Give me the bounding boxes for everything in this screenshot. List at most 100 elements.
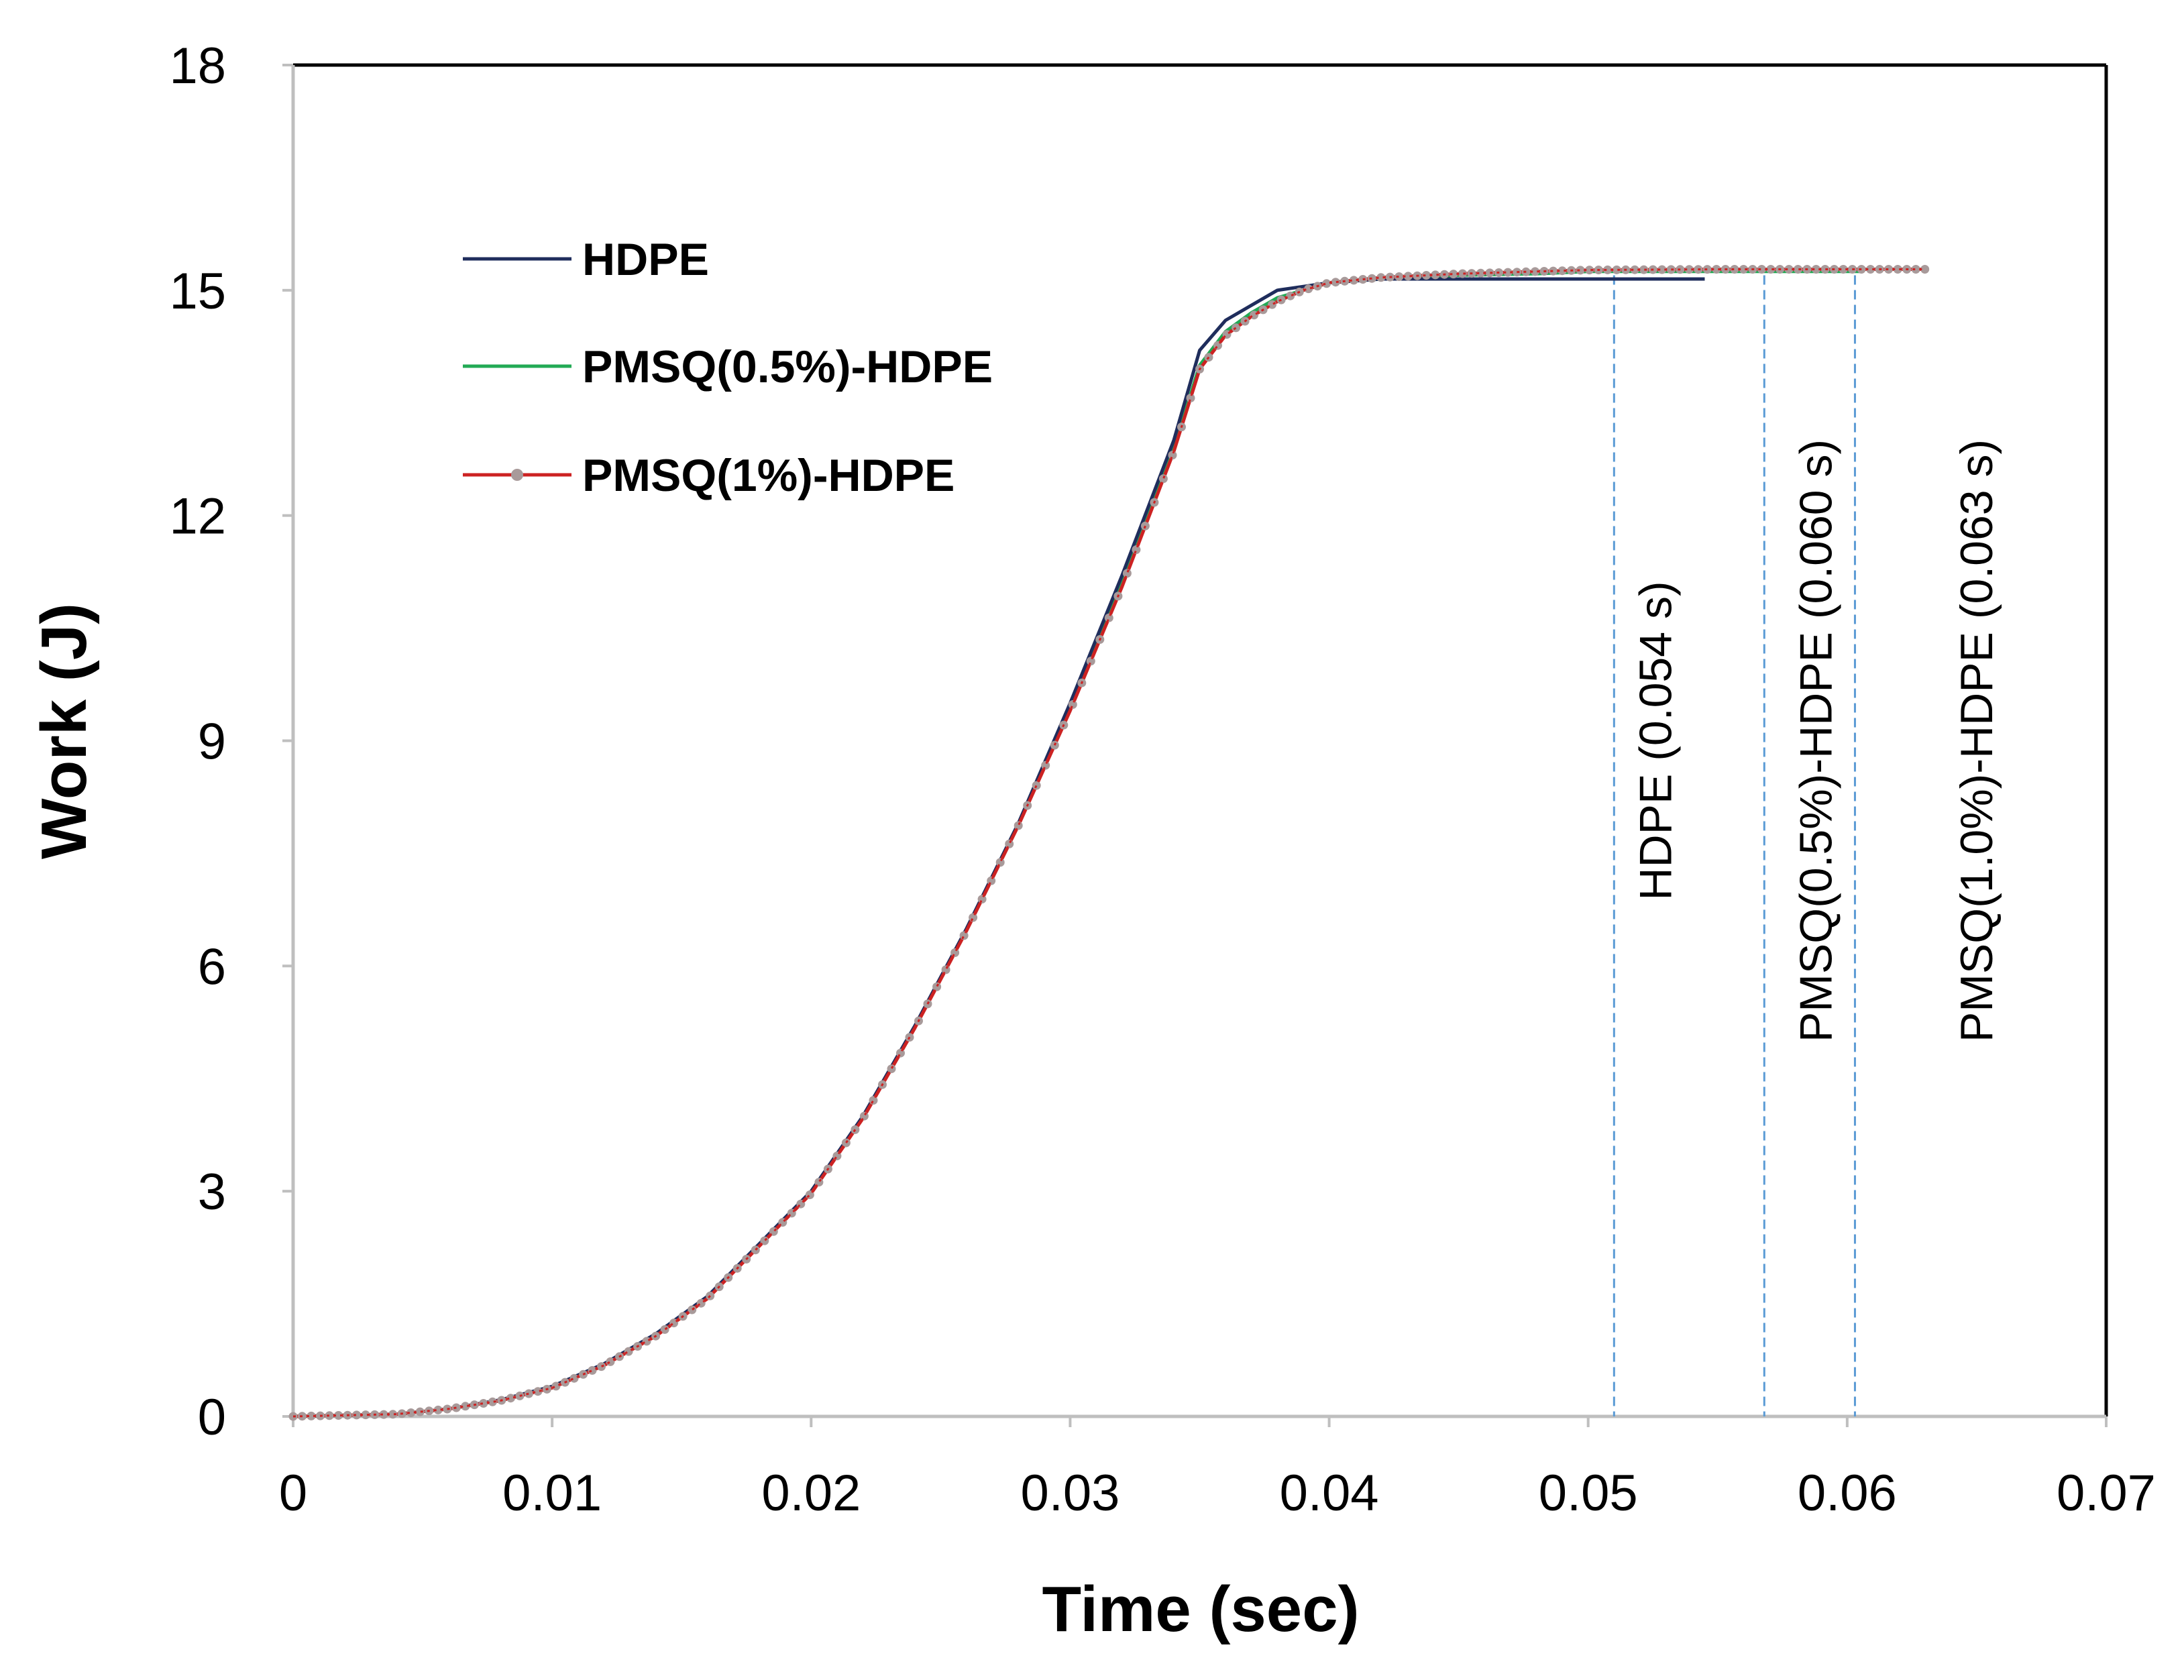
- series-pmsq1-marker: [1684, 265, 1694, 274]
- series-pmsq1-marker: [896, 1048, 905, 1058]
- series-pmsq1-marker: [1068, 700, 1077, 709]
- x-tick-label: 0.02: [761, 1465, 861, 1522]
- series-layer: [288, 265, 1930, 1421]
- y-tick-label: 6: [198, 938, 226, 995]
- series-pmsq1-marker: [1485, 268, 1494, 278]
- series-pmsq1-marker: [950, 948, 960, 957]
- series-pmsq1-marker: [1232, 323, 1241, 333]
- series-pmsq1-marker: [1657, 265, 1667, 274]
- series-pmsq1-marker: [1431, 270, 1440, 280]
- series-pmsq1-marker: [533, 1387, 543, 1396]
- legend-item-pmsq05: PMSQ(0.5%)-HDPE: [463, 341, 993, 392]
- series-pmsq1-marker: [1104, 613, 1113, 622]
- y-tick-label: 9: [198, 714, 226, 771]
- series-pmsq1-marker: [551, 1382, 561, 1391]
- series-pmsq1-marker: [1702, 265, 1712, 274]
- x-axis-title: Time (sec): [1042, 1573, 1359, 1645]
- series-pmsq1-marker: [307, 1411, 316, 1420]
- series-pmsq1-marker: [1032, 781, 1041, 790]
- series-pmsq1-marker: [1186, 394, 1195, 402]
- series-pmsq1-marker: [977, 895, 987, 904]
- y-tick-label: 15: [169, 263, 226, 320]
- series-pmsq1-marker: [588, 1365, 597, 1375]
- series-pmsq1-marker: [488, 1397, 497, 1406]
- series-pmsq1-marker: [1866, 265, 1875, 274]
- series-pmsq1-marker: [506, 1394, 515, 1403]
- series-pmsq1-marker: [1766, 265, 1776, 274]
- y-tick-label: 18: [169, 38, 226, 95]
- series-pmsq1-marker: [415, 1407, 425, 1416]
- series-pmsq1-marker: [959, 931, 969, 940]
- series-pmsq1-marker: [624, 1347, 633, 1356]
- series-pmsq1-marker: [1839, 265, 1848, 274]
- series-pmsq1-marker: [1476, 268, 1485, 278]
- annotations: HDPE (0.054 s) PMSQ(0.5%)-HDPE (0.060 s) P…: [1613, 275, 2002, 1416]
- series-pmsq1-marker: [1739, 265, 1748, 274]
- series-pmsq1-marker: [1349, 276, 1358, 285]
- series-pmsq1-marker: [1549, 266, 1558, 276]
- series-pmsq1-marker: [379, 1410, 388, 1419]
- series-pmsq1-marker: [841, 1138, 851, 1147]
- legend-label-pmsq1: PMSQ(1%)-HDPE: [582, 450, 954, 501]
- series-pmsq1-overlay: [292, 268, 1925, 1418]
- y-tick-label: 12: [169, 488, 226, 545]
- series-pmsq1-marker: [969, 913, 978, 922]
- series-pmsq1-marker: [751, 1245, 760, 1255]
- series-pmsq1-marker: [1812, 265, 1820, 274]
- series-pmsq1-marker: [1612, 265, 1621, 274]
- series-pmsq1-marker: [406, 1408, 416, 1417]
- x-tick-label: 0.01: [502, 1465, 602, 1522]
- series-pmsq1-marker: [1250, 311, 1259, 320]
- series-pmsq1-marker: [1639, 265, 1649, 274]
- series-pmsq1-marker: [1168, 451, 1177, 460]
- y-axis-ticks: 0 3 6 9 12 15 18: [169, 38, 293, 1446]
- series-pmsq1-marker: [1331, 278, 1340, 287]
- series-pmsq1-marker: [597, 1362, 606, 1371]
- y-tick-label: 3: [198, 1164, 226, 1221]
- series-pmsq1-marker: [352, 1410, 362, 1420]
- series-pmsq1-marker: [1893, 265, 1902, 274]
- series-pmsq1-marker: [1884, 265, 1894, 274]
- series-pmsq1-marker: [1757, 265, 1766, 274]
- annotation-label: HDPE (0.054 s): [1630, 581, 1681, 900]
- series-pmsq1-marker: [932, 982, 942, 991]
- series-pmsq1-marker: [1531, 267, 1540, 276]
- series-pmsq1-marker: [1132, 545, 1141, 555]
- series-pmsq1-marker: [1585, 266, 1594, 275]
- series-pmsq1-marker: [1395, 272, 1404, 281]
- series-pmsq1-marker: [642, 1337, 651, 1346]
- x-tick-label: 0: [279, 1465, 307, 1522]
- x-tick-label: 0.07: [2057, 1465, 2156, 1522]
- series-pmsq1-marker: [1086, 657, 1095, 666]
- series-pmsq1-marker: [1911, 265, 1920, 274]
- series-pmsq1-marker: [433, 1405, 443, 1414]
- series-pmsq1-marker: [1712, 265, 1721, 274]
- series-pmsq1-marker: [1603, 265, 1613, 274]
- series-pmsq1-marker: [987, 876, 996, 885]
- series-pmsq1-marker: [1794, 265, 1802, 274]
- series-pmsq1-marker: [1449, 270, 1458, 279]
- series-pmsq1-marker: [361, 1410, 370, 1420]
- series-pmsq1-marker: [1376, 273, 1386, 282]
- x-tick-label: 0.06: [1798, 1465, 1897, 1522]
- series-pmsq1-marker: [334, 1411, 343, 1420]
- series-pmsq1-marker: [1286, 291, 1295, 300]
- y-axis-title: Work (J): [28, 603, 100, 859]
- series-pmsq1-marker: [1322, 279, 1331, 288]
- series-pmsq1-marker: [606, 1357, 615, 1366]
- x-tick-label: 0.04: [1280, 1465, 1379, 1522]
- legend-marker-pmsq1: [511, 469, 523, 481]
- series-pmsq1-marker: [1503, 268, 1513, 277]
- series-pmsq1-marker: [1576, 266, 1585, 275]
- annotation-label: PMSQ(1.0%)-HDPE (0.063 s): [1951, 439, 2002, 1042]
- series-pmsq1-marker: [1041, 761, 1050, 770]
- series-pmsq1-marker: [325, 1411, 334, 1420]
- y-tick-label: 0: [198, 1389, 226, 1446]
- series-pmsq1-marker: [1421, 271, 1431, 280]
- series-pmsq1-marker: [1268, 300, 1277, 309]
- legend: HDPE PMSQ(0.5%)-HDPE PMSQ(1%)-HDPE: [463, 234, 993, 501]
- series-pmsq1-marker: [461, 1402, 470, 1411]
